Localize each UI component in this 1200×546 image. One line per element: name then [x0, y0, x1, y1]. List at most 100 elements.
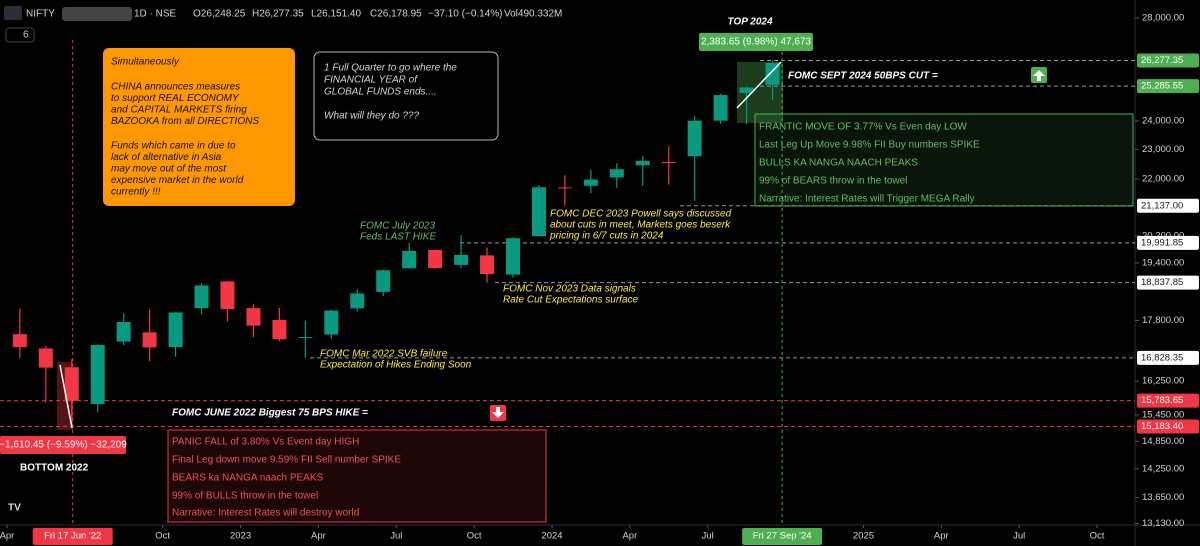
candle-body — [454, 254, 469, 265]
level-label-box — [1137, 198, 1199, 213]
note-text: Last Leg Up Move 9.98% FII Buy numbers S… — [759, 140, 980, 151]
x-tick-label: Jul — [1013, 531, 1025, 542]
level-label: 25,285.55 — [1141, 81, 1183, 92]
note-text: may move out of the most — [111, 164, 227, 175]
candle-body — [583, 179, 598, 186]
y-tick-label: 15,450.00 — [1142, 409, 1184, 420]
level-label: 26,277.35 — [1141, 55, 1183, 66]
level-label-box — [1137, 419, 1199, 434]
note-text: BEARS ka NANGA naach PEAKS — [172, 473, 324, 484]
candle-body — [90, 344, 105, 405]
indicator-toggle[interactable] — [5, 27, 35, 43]
top-label: TOP 2024 — [727, 17, 772, 28]
y-tick-label: 17,800.00 — [1142, 315, 1184, 326]
level-label-box — [1137, 275, 1199, 290]
x-marker-label: Fri 27 Sep '24 — [753, 531, 812, 542]
event-note: FOMC July 2023 — [360, 221, 435, 232]
candle-body — [220, 281, 235, 310]
x-marker-box — [32, 528, 113, 545]
x-tick-label: 2025 — [853, 531, 874, 542]
event-label: FOMC SEPT 2024 50BPS CUT = — [788, 71, 938, 82]
note-box — [103, 48, 295, 206]
note-text: 99% of BULLS throw in the towel — [172, 491, 318, 502]
x-marker-label: Fri 17 Jun '22 — [44, 531, 101, 542]
bottom-label: BOTTOM 2022 — [20, 463, 89, 474]
candle-body — [272, 319, 287, 340]
x-marker-box — [742, 528, 823, 545]
note-text: lack of alternative in Asia — [111, 152, 222, 163]
candle-body — [428, 249, 443, 269]
candle-body — [38, 348, 53, 368]
note-text: What will they do ??? — [324, 111, 419, 122]
x-tick-label: 2023 — [230, 531, 251, 542]
note-text: BAZOOKA from all DIRECTIONS — [111, 116, 259, 127]
note-text: FRANTIC MOVE OF 3.77% Vs Even day LOW — [759, 122, 967, 133]
legend-low: L26,151.40 — [311, 9, 361, 20]
legend-volume: Vol490.332M — [504, 9, 562, 20]
up-arrow — [1033, 70, 1045, 81]
legend-close: C26,178.95 — [370, 9, 422, 20]
measure-arrow — [736, 61, 782, 109]
candle-body — [298, 337, 313, 339]
note-text: GLOBAL FUNDS ends.... — [324, 87, 437, 98]
level-label-box — [1137, 393, 1199, 408]
candle-body — [168, 312, 183, 348]
y-tick-label: 24,000.00 — [1142, 115, 1184, 126]
event-note: Expectation of Hikes Ending Soon — [320, 360, 472, 371]
note-box — [313, 51, 499, 141]
level-label: 18,837.85 — [1141, 277, 1183, 288]
y-tick-label: 13,130.00 — [1142, 518, 1184, 529]
level-label-box — [1137, 53, 1199, 68]
down-arrow — [492, 407, 504, 418]
candle-body — [661, 162, 676, 164]
level-label: 15,183.40 — [1141, 421, 1183, 432]
note-text: Simultaneously — [111, 57, 180, 68]
candle-body — [713, 95, 728, 121]
event-note: Rate Cut Expectations surface — [503, 295, 639, 306]
candle-body — [687, 120, 702, 157]
level-label: 16,828.35 — [1141, 352, 1183, 363]
candle-body — [635, 160, 650, 166]
y-tick-label: 14,250.00 — [1142, 463, 1184, 474]
x-tick-label: Apr — [934, 531, 949, 542]
candle-body — [142, 332, 157, 348]
event-note: FOMC Mar 2022 SVB failure — [320, 349, 448, 360]
blurred-name — [62, 7, 132, 21]
level-label: 15,783.65 — [1141, 395, 1183, 406]
candle-body — [480, 255, 495, 275]
x-tick-label: Oct — [467, 531, 482, 542]
indicator-count[interactable]: 6 — [23, 30, 29, 41]
level-label: 21,137.00 — [1141, 200, 1183, 211]
note-text: and CAPITAL MARKETS firing — [111, 105, 247, 116]
y-tick-label: 13,650.00 — [1142, 492, 1184, 503]
x-tick-label: Apr — [0, 531, 14, 542]
x-tick-label: Oct — [1090, 531, 1105, 542]
x-tick-label: Jul — [390, 531, 402, 542]
candle-body — [324, 310, 339, 335]
note-text: 99% of BEARS throw in the towel — [759, 176, 907, 187]
event-note: pricing in 6/7 cuts in 2024 — [549, 231, 664, 242]
y-tick-label: 19,400.00 — [1142, 257, 1184, 268]
logo[interactable]: TV — [8, 503, 21, 514]
event-note: Feds LAST HIKE — [360, 232, 436, 243]
level-label-box — [1137, 235, 1199, 250]
note-text: BULLS KA NANGA NAACH PEAKS — [759, 158, 918, 169]
y-tick-label: 28,000.00 — [1142, 13, 1184, 24]
candle-body — [64, 367, 79, 401]
symbol-icon[interactable] — [4, 6, 22, 20]
note-box — [167, 429, 547, 523]
note-text: currently !!! — [111, 187, 161, 198]
x-tick-label: Jul — [702, 531, 714, 542]
interval[interactable]: 1D · NSE — [134, 9, 177, 20]
y-tick-label: 22,000.00 — [1142, 174, 1184, 185]
legend-change: −37.10 (−0.14%) — [428, 9, 503, 20]
y-tick-label: 16,250.00 — [1142, 376, 1184, 387]
symbol[interactable]: NIFTY — [26, 9, 55, 20]
candle-body — [531, 187, 546, 237]
note-text: Narrative: Interest Rates will destroy w… — [172, 508, 359, 519]
event-note: FOMC Nov 2023 Data signals — [503, 284, 636, 295]
x-tick-label: 2024 — [541, 531, 562, 542]
x-tick-label: Oct — [155, 531, 170, 542]
y-tick-label: 14,850.00 — [1142, 436, 1184, 447]
